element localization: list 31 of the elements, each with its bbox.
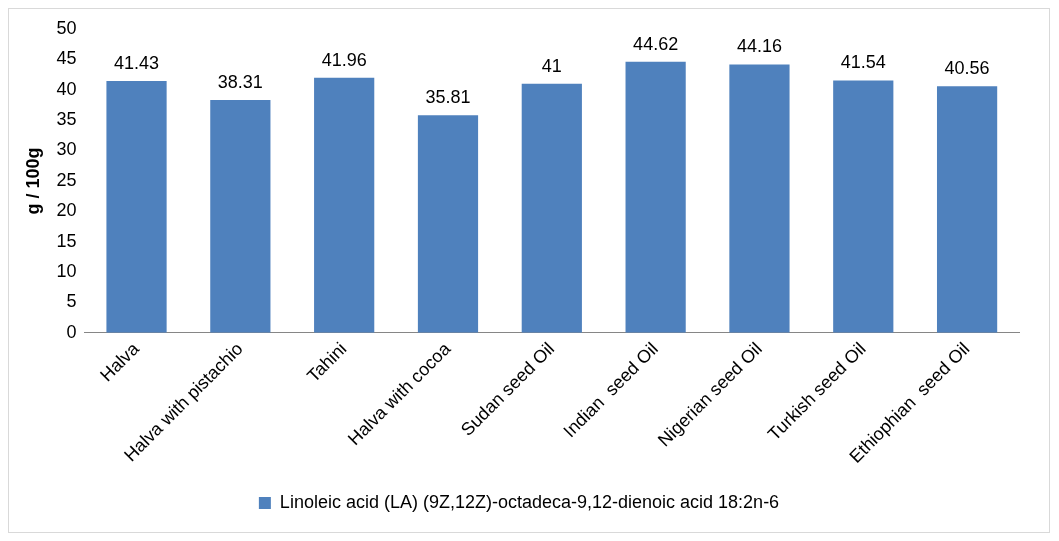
data-label: 44.62 [633, 33, 679, 54]
y-tick-label: 50 [56, 17, 77, 38]
y-tick-label: 40 [56, 78, 77, 99]
y-tick-label: 45 [56, 48, 77, 69]
bar [417, 115, 479, 333]
data-label: 38.31 [217, 72, 263, 92]
y-axis-title: g / 100g [22, 147, 43, 215]
bar [210, 100, 271, 333]
data-label: 41.54 [840, 52, 886, 73]
bar [833, 80, 894, 333]
data-label: 41.96 [321, 49, 367, 70]
y-tick-label: 25 [56, 169, 77, 190]
bar [521, 83, 582, 333]
bar [625, 61, 686, 333]
data-label: 35.81 [425, 87, 471, 108]
bar [936, 86, 998, 333]
y-tick-label: 15 [56, 230, 77, 251]
bar [729, 64, 790, 333]
data-label: 40.56 [944, 58, 990, 79]
y-tick-label: 30 [56, 139, 77, 160]
bar [314, 77, 375, 333]
y-tick-label: 5 [66, 291, 77, 312]
data-label: 41.43 [114, 53, 160, 74]
bar [106, 81, 167, 333]
data-label: 44.16 [736, 36, 782, 57]
y-tick-label: 10 [56, 261, 77, 282]
y-tick-label: 35 [56, 109, 77, 130]
y-tick-label: 0 [66, 321, 77, 342]
legend-label: Linoleic acid (LA) (9Z,12Z)-octadeca-9,12-dienoic acid 18:2n-6 [279, 491, 780, 512]
y-tick-label: 20 [56, 200, 77, 221]
data-label: 41 [541, 55, 562, 76]
